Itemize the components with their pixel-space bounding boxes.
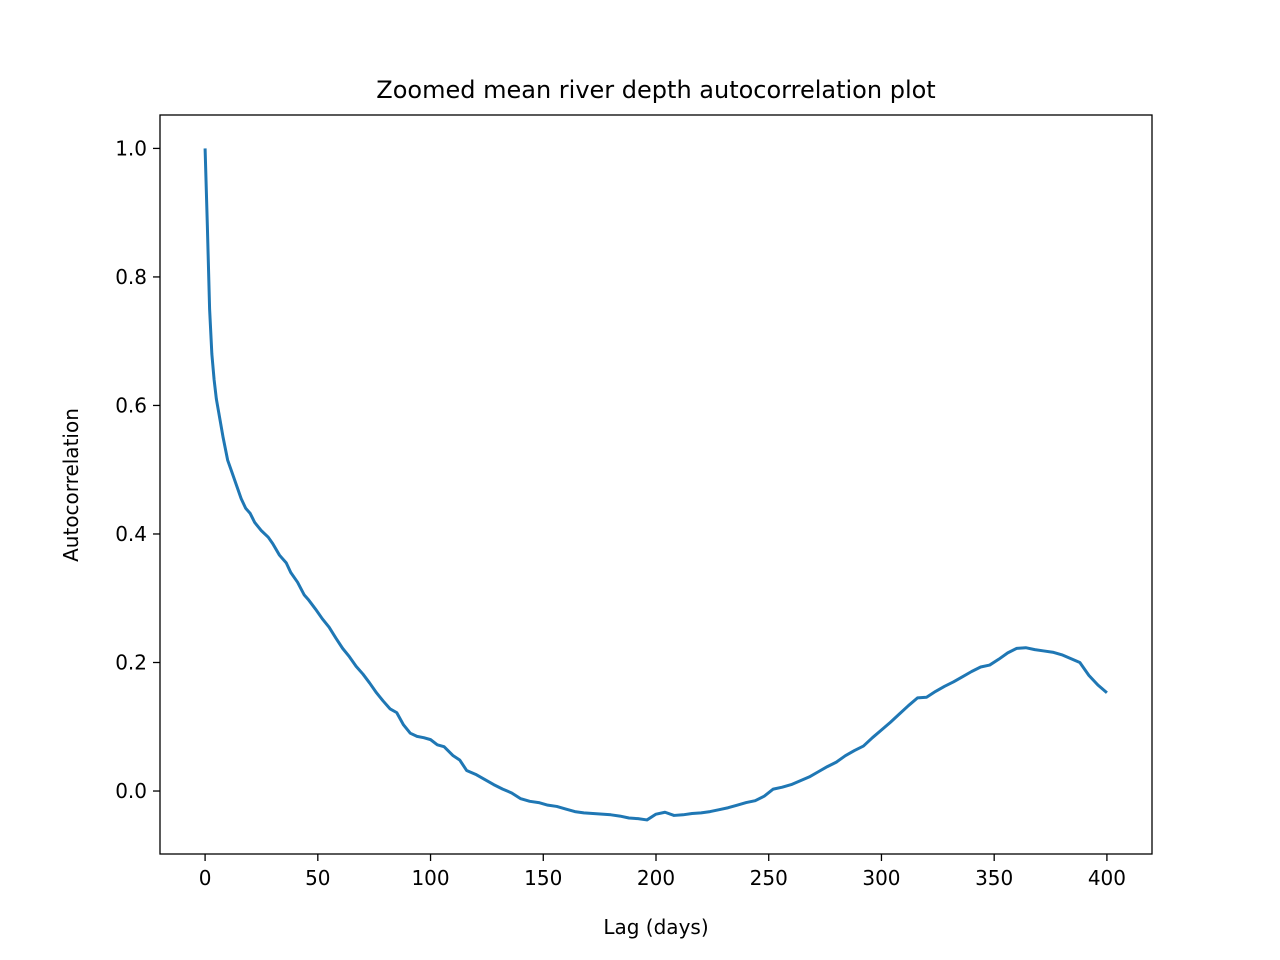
y-tick-label: 0.4 <box>115 522 147 546</box>
plot-area <box>160 115 1152 854</box>
x-tick-label: 200 <box>637 866 675 890</box>
x-axis-label: Lag (days) <box>603 915 708 939</box>
y-axis-ticks: 0.0 0.2 0.4 0.6 0.8 1.0 <box>115 136 160 803</box>
x-tick-label: 350 <box>975 866 1013 890</box>
series-layer <box>203 148 1108 822</box>
y-tick-label: 0.2 <box>115 651 147 675</box>
x-tick-label: 0 <box>199 866 212 890</box>
series-line-0 <box>203 148 1108 822</box>
x-tick-label: 300 <box>862 866 900 890</box>
x-axis-ticks: 0 50 100 150 200 250 300 350 400 <box>199 854 1126 890</box>
x-tick-label: 250 <box>750 866 788 890</box>
chart-title: Zoomed mean river depth autocorrelation … <box>376 76 935 104</box>
y-tick-label: 0.6 <box>115 393 147 417</box>
y-tick-label: 0.0 <box>115 779 147 803</box>
y-axis-label: Autocorrelation <box>59 408 83 562</box>
x-tick-label: 400 <box>1088 866 1126 890</box>
x-tick-label: 50 <box>305 866 330 890</box>
y-tick-label: 1.0 <box>115 136 147 160</box>
x-tick-label: 100 <box>411 866 449 890</box>
y-tick-label: 0.8 <box>115 265 147 289</box>
x-tick-label: 150 <box>524 866 562 890</box>
